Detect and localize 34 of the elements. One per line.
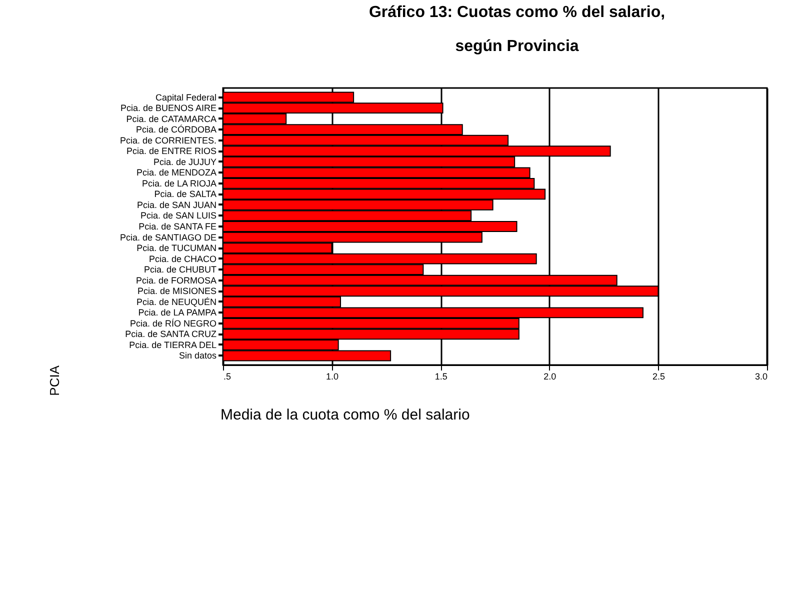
y-tick-label: Pcia. de BUENOS AIRE: [120, 103, 216, 114]
y-tick-label: Pcia. de SAN JUAN: [136, 200, 216, 210]
y-tick-label: Pcia. de CÓRDOBA: [136, 124, 216, 135]
y-tick-label: Pcia. de CHACO: [148, 254, 216, 264]
y-tick-label: Pcia. de ENTRE RIOS: [126, 146, 216, 156]
x-tick-label: .5: [224, 372, 232, 382]
y-tick-label: Pcia. de CATAMARCA: [126, 114, 216, 124]
y-tick-label: Pcia. de SAN LUIS: [140, 210, 216, 221]
y-tick-label: Pcia. de CORRIENTES.: [120, 135, 216, 146]
y-tick-label: Pcia. de TUCUMAN: [136, 243, 216, 254]
y-tick-label: Pcia. de FORMOSA: [136, 275, 216, 286]
y-tick-label: Pcia. de LA PAMPA: [138, 308, 216, 318]
x-tick-label: 1.5: [434, 372, 448, 382]
y-tick-label: Pcia. de SANTA FE: [138, 222, 216, 232]
y-tick-label: Capital Federal: [155, 92, 216, 102]
y-axis-title: PCIA: [46, 365, 62, 396]
x-tick-label: 2.0: [544, 372, 556, 382]
y-tick-label: Pcia. de CHUBUT: [144, 264, 217, 275]
y-tick-label: Pcia. de SANTA CRUZ: [125, 329, 217, 340]
y-tick-label: Pcia. de TIERRA DEL: [129, 340, 216, 350]
y-tick-label: Pcia. de MISIONES: [137, 286, 216, 296]
y-tick-label: Pcia. de SANTIAGO DE: [120, 232, 216, 242]
x-tick-label: 2.5: [652, 372, 665, 382]
x-tick-label: 1.0: [326, 372, 339, 382]
y-tick-label: Pcia. de SALTA: [154, 189, 216, 200]
chart-title: Gráfico 13: Cuotas como % del salario, según Provincia: [368, 4, 666, 55]
y-tick-label: Pcia. de MENDOZA: [136, 168, 216, 178]
y-tick-label: Pcia. de JUJUY: [153, 156, 216, 167]
x-tick-label: 3.0: [754, 372, 768, 382]
x-axis-title: Media de la cuota como % del salario: [220, 406, 470, 424]
y-tick-label: Pcia. de NEUQUÉN: [136, 296, 216, 307]
y-tick-label: Pcia. de RÍO NEGRO: [130, 318, 216, 328]
y-tick-label: Pcia. de LA RIOJA: [142, 178, 216, 188]
y-tick-label: Sin datos: [178, 350, 217, 361]
